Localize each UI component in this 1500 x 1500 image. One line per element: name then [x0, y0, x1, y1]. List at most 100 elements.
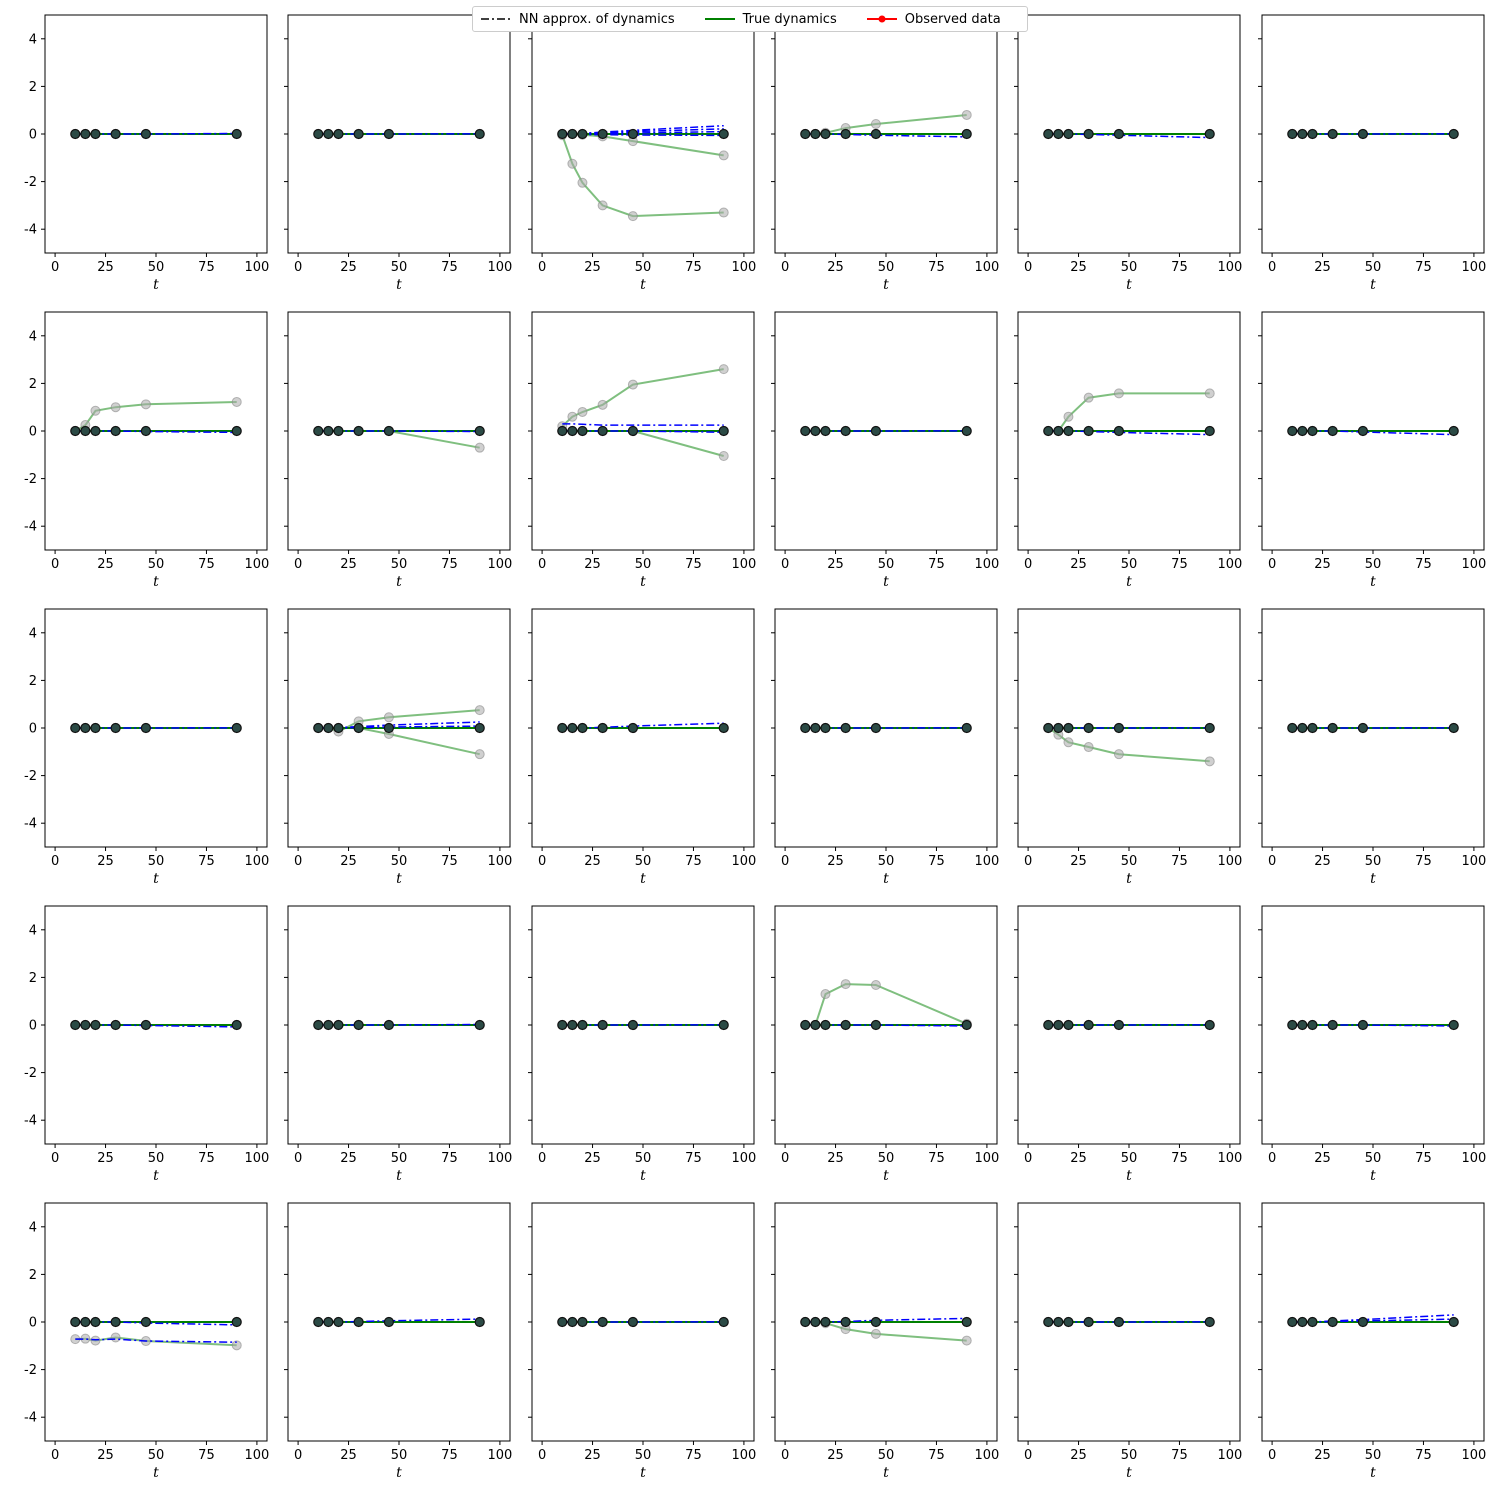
y-tick-label: -2 — [24, 1363, 37, 1378]
axes-frame — [1261, 1202, 1485, 1442]
observed-point — [313, 1316, 324, 1328]
x-tick-label: 25 — [584, 260, 601, 275]
y-tick-label: 2 — [29, 377, 37, 392]
x-tick-label: 100 — [974, 260, 999, 275]
x-tick-label: 25 — [584, 557, 601, 572]
x-tick-label: 75 — [1171, 1448, 1188, 1463]
plot-area — [313, 128, 485, 140]
observed-point-ghost — [1204, 756, 1215, 767]
observed-point — [110, 722, 121, 734]
subplot-10: 0 25 50 75 100 t — [771, 311, 999, 590]
x-axis-label: t — [1126, 574, 1132, 590]
y-tick-label: 2 — [29, 674, 37, 689]
observed-point — [80, 1316, 91, 1328]
observed-point-ghost — [110, 1332, 121, 1343]
x-tick-label: 100 — [974, 1448, 999, 1463]
observed-point — [870, 1019, 882, 1031]
axes-frame — [44, 1202, 268, 1442]
x-tick-label: 0 — [1268, 1448, 1276, 1463]
observed-point — [1063, 1019, 1074, 1031]
x-tick-label: 25 — [1314, 557, 1331, 572]
x-axis-label: t — [883, 1465, 889, 1481]
subplot-7: 0 25 50 75 100 -4 -2 0 2 4 t — [24, 311, 269, 590]
observed-point — [1357, 425, 1369, 437]
observed-point — [333, 425, 344, 437]
x-tick-label: 25 — [827, 260, 844, 275]
y-tick-label: -2 — [24, 175, 37, 190]
x-tick-label: 75 — [198, 557, 215, 572]
x-tick-label: 75 — [198, 854, 215, 869]
observed-point — [353, 128, 364, 140]
x-tick-label: 75 — [1171, 557, 1188, 572]
observed-point — [718, 425, 729, 437]
observed-point-ghost — [718, 150, 729, 161]
x-tick-label: 0 — [781, 260, 789, 275]
x-tick-label: 50 — [878, 1448, 895, 1463]
nn-approx-line — [75, 430, 237, 434]
x-tick-label: 50 — [391, 1448, 408, 1463]
x-tick-label: 0 — [294, 854, 302, 869]
observed-point — [1043, 425, 1054, 437]
x-tick-label: 0 — [51, 1151, 59, 1166]
plot-area — [1043, 388, 1215, 437]
observed-point — [1287, 722, 1298, 734]
axes-frame — [1017, 14, 1241, 254]
x-tick-label: 0 — [781, 557, 789, 572]
observed-point — [353, 1316, 364, 1328]
x-tick-label: 25 — [827, 1151, 844, 1166]
observed-point — [1327, 128, 1338, 140]
observed-point-ghost — [1204, 388, 1215, 399]
observed-point — [110, 128, 121, 140]
subplot-26: 0 25 50 75 100 t — [284, 1202, 512, 1481]
x-tick-label: 100 — [244, 557, 269, 572]
x-tick-label: 25 — [1314, 260, 1331, 275]
subplot-24: 0 25 50 75 100 t — [1258, 905, 1486, 1184]
subplot-8: 0 25 50 75 100 t — [284, 311, 512, 590]
observed-point — [627, 722, 639, 734]
x-tick-label: 25 — [340, 1151, 357, 1166]
observed-point — [961, 425, 972, 437]
y-tick-label: 0 — [29, 128, 37, 143]
x-tick-label: 25 — [340, 260, 357, 275]
plot-area — [1043, 1019, 1215, 1031]
x-tick-label: 75 — [441, 260, 458, 275]
observed-point — [567, 425, 578, 437]
axes-frame — [287, 905, 511, 1145]
y-tick-label: 2 — [29, 971, 37, 986]
observed-point-ghost — [110, 402, 121, 413]
observed-point-ghost — [820, 989, 831, 1000]
observed-point — [961, 722, 972, 734]
true-line-icon — [704, 18, 735, 20]
x-axis-label: t — [640, 1168, 646, 1184]
observed-point — [557, 1316, 568, 1328]
plot-area — [70, 1019, 242, 1031]
x-tick-label: 100 — [1461, 854, 1486, 869]
observed-point — [383, 128, 395, 140]
observed-point-ghost — [383, 712, 394, 723]
observed-point — [800, 425, 811, 437]
observed-point — [1297, 425, 1308, 437]
x-tick-label: 0 — [294, 1151, 302, 1166]
observed-point — [383, 425, 395, 437]
x-tick-label: 100 — [1217, 557, 1242, 572]
observed-point — [1307, 425, 1318, 437]
x-tick-label: 0 — [1024, 1151, 1032, 1166]
nn-approx-line — [1292, 430, 1454, 436]
observed-point — [80, 1019, 91, 1031]
plot-area — [313, 705, 485, 760]
x-tick-label: 0 — [781, 1151, 789, 1166]
x-tick-label: 100 — [487, 1448, 512, 1463]
x-tick-label: 50 — [878, 260, 895, 275]
y-tick-label: -4 — [24, 1114, 37, 1129]
observed-point — [597, 1316, 608, 1328]
observed-point — [597, 1019, 608, 1031]
subplot-30: 0 25 50 75 100 t — [1258, 1202, 1486, 1481]
nn-approx-line — [805, 1024, 967, 1027]
x-tick-label: 0 — [51, 854, 59, 869]
legend-item-nn: NN approx. of dynamics — [479, 12, 675, 27]
x-tick-label: 25 — [827, 854, 844, 869]
observed-point — [597, 425, 608, 437]
x-tick-label: 50 — [635, 1151, 652, 1166]
nn-approx-line — [318, 1318, 480, 1323]
observed-point — [961, 1019, 972, 1031]
